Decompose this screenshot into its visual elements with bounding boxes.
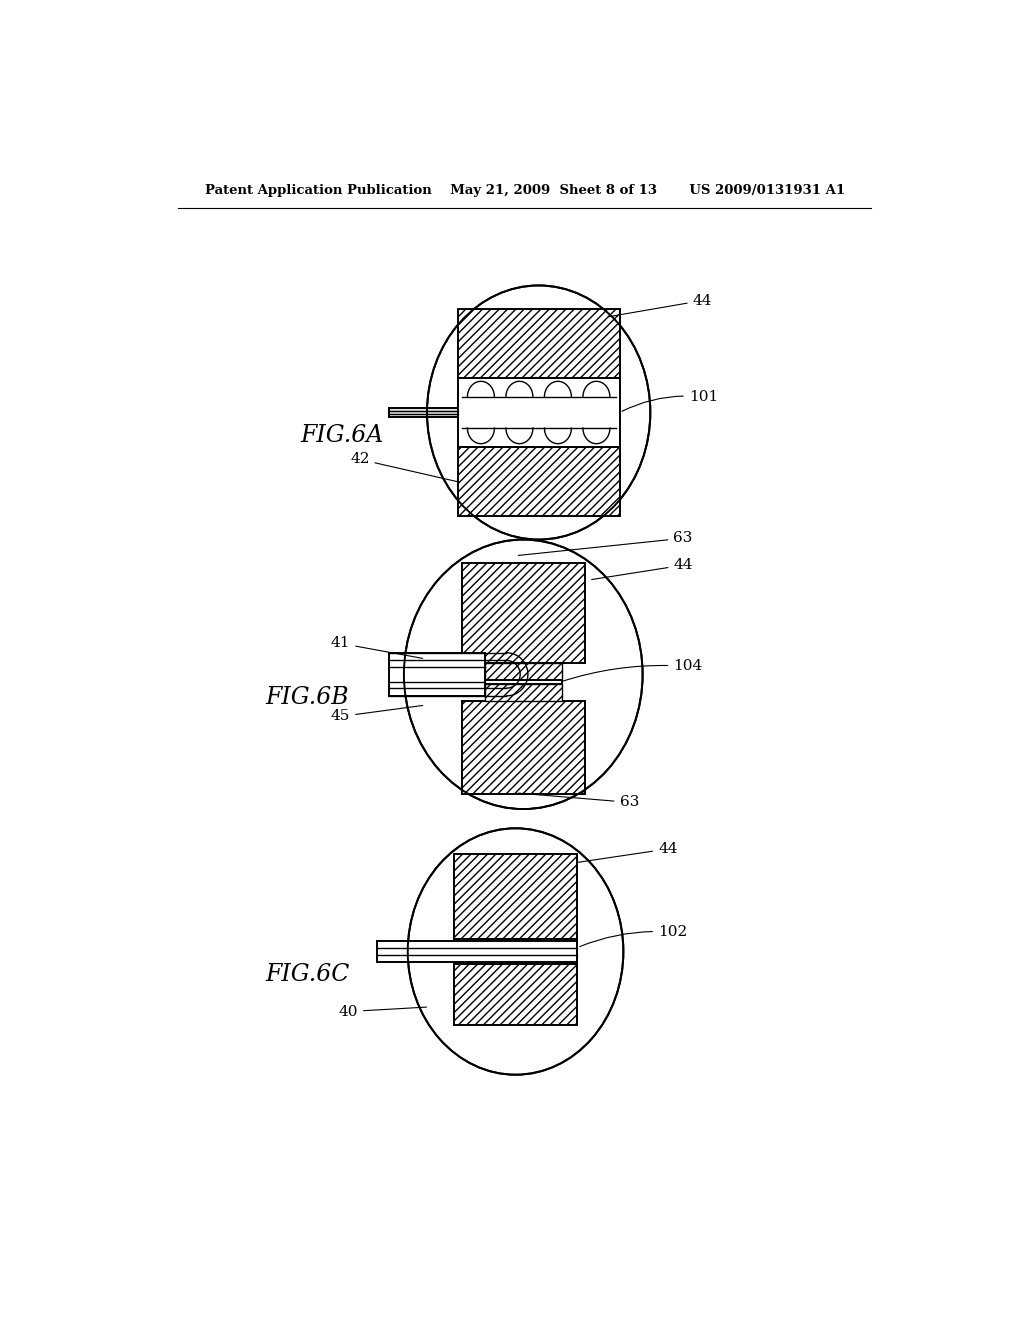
Text: FIG.6C: FIG.6C: [265, 964, 349, 986]
Text: 63: 63: [518, 793, 639, 809]
Text: FIG.6A: FIG.6A: [300, 424, 383, 447]
Polygon shape: [388, 408, 458, 417]
Polygon shape: [458, 309, 620, 378]
Text: 44: 44: [608, 293, 712, 317]
Polygon shape: [377, 941, 578, 962]
Polygon shape: [462, 701, 585, 793]
Text: 101: 101: [622, 389, 718, 412]
Text: 102: 102: [580, 925, 687, 946]
Polygon shape: [484, 684, 562, 701]
Polygon shape: [388, 653, 484, 696]
Polygon shape: [484, 663, 562, 680]
Text: 42: 42: [350, 453, 458, 482]
Text: 63: 63: [518, 531, 693, 556]
Polygon shape: [454, 854, 578, 940]
Polygon shape: [458, 378, 620, 447]
Polygon shape: [458, 447, 620, 516]
Text: 45: 45: [331, 705, 423, 723]
Text: FIG.6B: FIG.6B: [265, 686, 349, 709]
Text: 104: 104: [563, 660, 702, 681]
Ellipse shape: [403, 540, 643, 809]
Polygon shape: [462, 562, 585, 663]
Polygon shape: [454, 940, 578, 964]
Ellipse shape: [427, 285, 650, 540]
Text: 40: 40: [339, 1005, 427, 1019]
Ellipse shape: [408, 829, 624, 1074]
Text: 44: 44: [578, 842, 678, 862]
Text: 44: 44: [592, 558, 693, 579]
Polygon shape: [484, 680, 562, 684]
Polygon shape: [454, 964, 578, 1026]
Text: 41: 41: [331, 636, 423, 659]
Text: Patent Application Publication    May 21, 2009  Sheet 8 of 13       US 2009/0131: Patent Application Publication May 21, 2…: [205, 185, 845, 197]
